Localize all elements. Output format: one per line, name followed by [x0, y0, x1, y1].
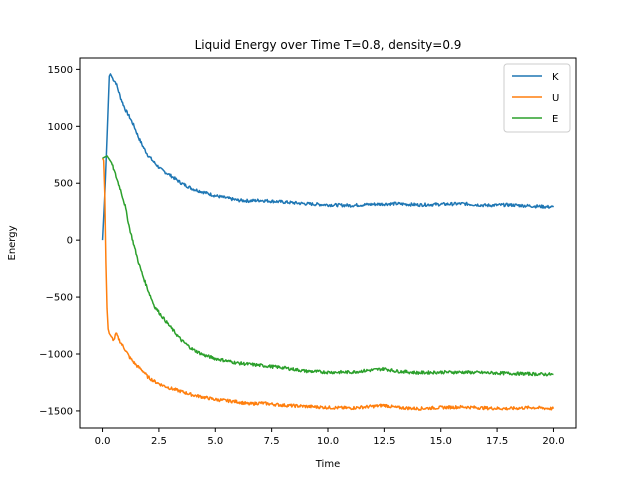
x-tick-label: 17.5	[486, 436, 508, 447]
y-tick-label: 1000	[48, 122, 73, 133]
legend-box	[503, 63, 571, 133]
x-tick-label: 0.0	[95, 436, 111, 447]
axis-ticks: 0.0 2.5 5.0 7.5 10.0 12.5 15.0 17.5 20.0 −1500 −10…	[39, 65, 564, 447]
x-tick-label: 5.0	[207, 436, 223, 447]
x-axis-label: Time	[315, 459, 340, 470]
series-line-k	[101, 73, 555, 241]
y-tick-label: −1000	[39, 350, 73, 361]
plot-area	[101, 73, 555, 411]
x-tick-label: 12.5	[373, 436, 395, 447]
series-line-u	[101, 157, 555, 411]
y-tick-label: 1500	[48, 65, 73, 76]
legend-label-k: K	[552, 72, 559, 83]
series-line-e	[102, 155, 554, 377]
x-tick-label: 20.0	[542, 436, 564, 447]
x-tick-label: 7.5	[264, 436, 280, 447]
y-tick-label: −500	[46, 293, 73, 304]
axes-frame	[79, 57, 577, 429]
x-tick-label: 10.0	[317, 436, 339, 447]
y-axis-label: Energy	[7, 225, 18, 260]
y-tick-label: 0	[67, 236, 73, 247]
x-tick-label: 15.0	[430, 436, 452, 447]
chart-title: Liquid Energy over Time T=0.8, density=0…	[195, 38, 462, 52]
legend-label-e: E	[552, 114, 558, 125]
legend-label-u: U	[552, 93, 559, 104]
y-tick-label: 500	[54, 179, 73, 190]
y-tick-label: −1500	[39, 406, 73, 417]
legend: K U E	[503, 63, 571, 133]
x-tick-label: 2.5	[151, 436, 167, 447]
